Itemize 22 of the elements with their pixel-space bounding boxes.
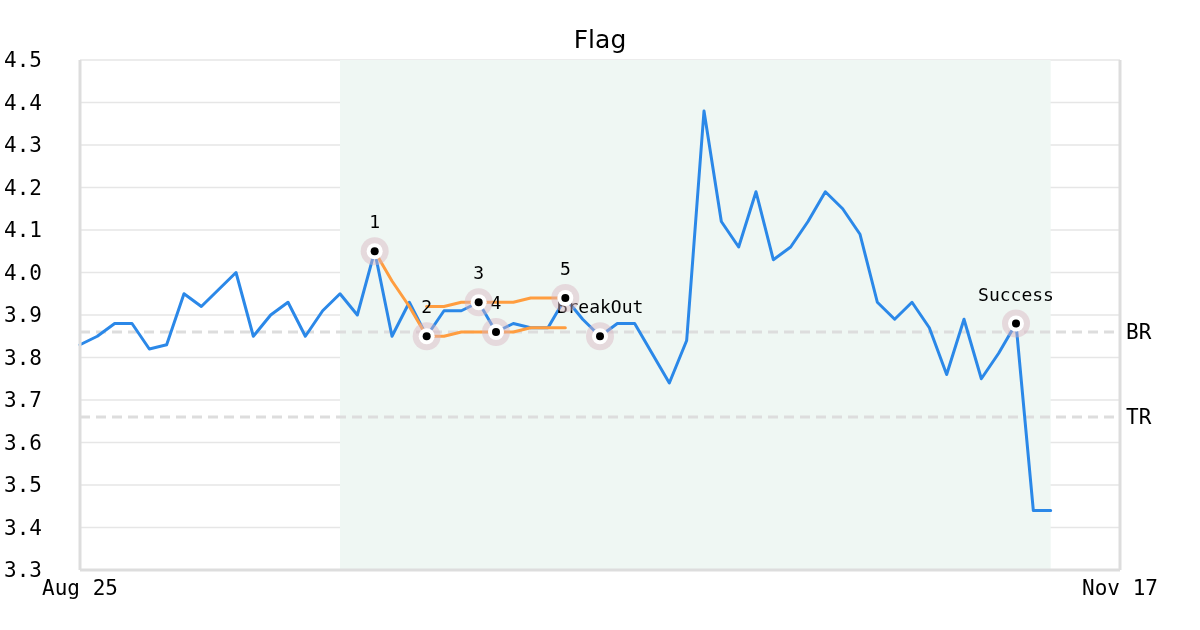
y-tick-label: 3.3 xyxy=(4,558,42,582)
chart-title: Flag xyxy=(573,25,627,54)
x-tick-label: Nov 17 xyxy=(1082,576,1158,600)
y-tick-label: 3.5 xyxy=(4,473,42,497)
y-tick-label: 4.2 xyxy=(4,175,42,200)
ref-line-label: BR xyxy=(1126,320,1152,345)
y-tick-label: 3.7 xyxy=(4,388,42,412)
annotation: 1 xyxy=(369,210,381,232)
y-tick-label: 4.0 xyxy=(4,260,42,285)
y-tick-label: 4.1 xyxy=(4,218,42,242)
y-tick-label: 3.9 xyxy=(4,303,42,327)
y-tick-label: 4.3 xyxy=(4,133,42,157)
y-tick-label: 3.4 xyxy=(4,515,42,540)
ref-line-label: TR xyxy=(1126,405,1152,430)
annotation: 3 xyxy=(473,261,485,283)
y-tick-label: 4.5 xyxy=(4,48,42,72)
y-tick-label: 3.6 xyxy=(4,430,42,455)
x-tick-label: Aug 25 xyxy=(42,576,118,600)
annotation: Success xyxy=(978,283,1054,304)
y-tick-label: 4.4 xyxy=(4,90,42,115)
annotation: 5 xyxy=(559,257,571,279)
y-tick-label: 3.8 xyxy=(4,345,42,370)
